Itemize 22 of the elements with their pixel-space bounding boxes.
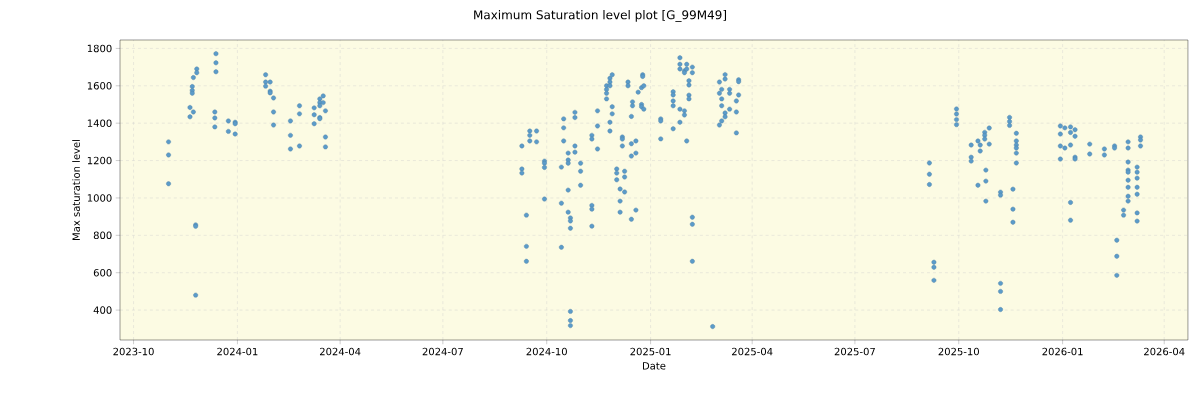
y-axis-title: Max saturation level — [72, 140, 80, 240]
y-tick-label: 600 — [93, 268, 112, 277]
x-tick-label: 2024-01 — [217, 347, 258, 356]
x-tick-label: 2025-04 — [732, 347, 773, 356]
y-tick-label: 1000 — [87, 194, 112, 202]
chart-title: Maximum Saturation level plot [G_99M49] — [474, 10, 727, 22]
y-tick-label: 1800 — [87, 44, 112, 53]
x-tick-label: 2024-07 — [422, 347, 463, 356]
y-tick-label: 400 — [93, 306, 112, 314]
x-tick-label: 2025-07 — [834, 347, 875, 356]
x-tick-label: 2026-04 — [1144, 347, 1185, 356]
y-tick-label: 800 — [93, 231, 112, 240]
x-tick-label: 2026-01 — [1042, 347, 1083, 356]
x-tick-label: 2023-10 — [113, 347, 154, 356]
x-axis-title: Date — [643, 362, 666, 370]
x-tick-label: 2024-10 — [526, 347, 567, 356]
x-tick-label: 2024-04 — [319, 347, 361, 356]
y-tick-label: 1400 — [87, 119, 112, 127]
x-tick-label: 2025-01 — [630, 347, 671, 356]
y-tick-label: 1200 — [87, 156, 112, 165]
y-tick-label: 1600 — [87, 82, 112, 90]
x-tick-label: 2025-10 — [938, 347, 979, 356]
